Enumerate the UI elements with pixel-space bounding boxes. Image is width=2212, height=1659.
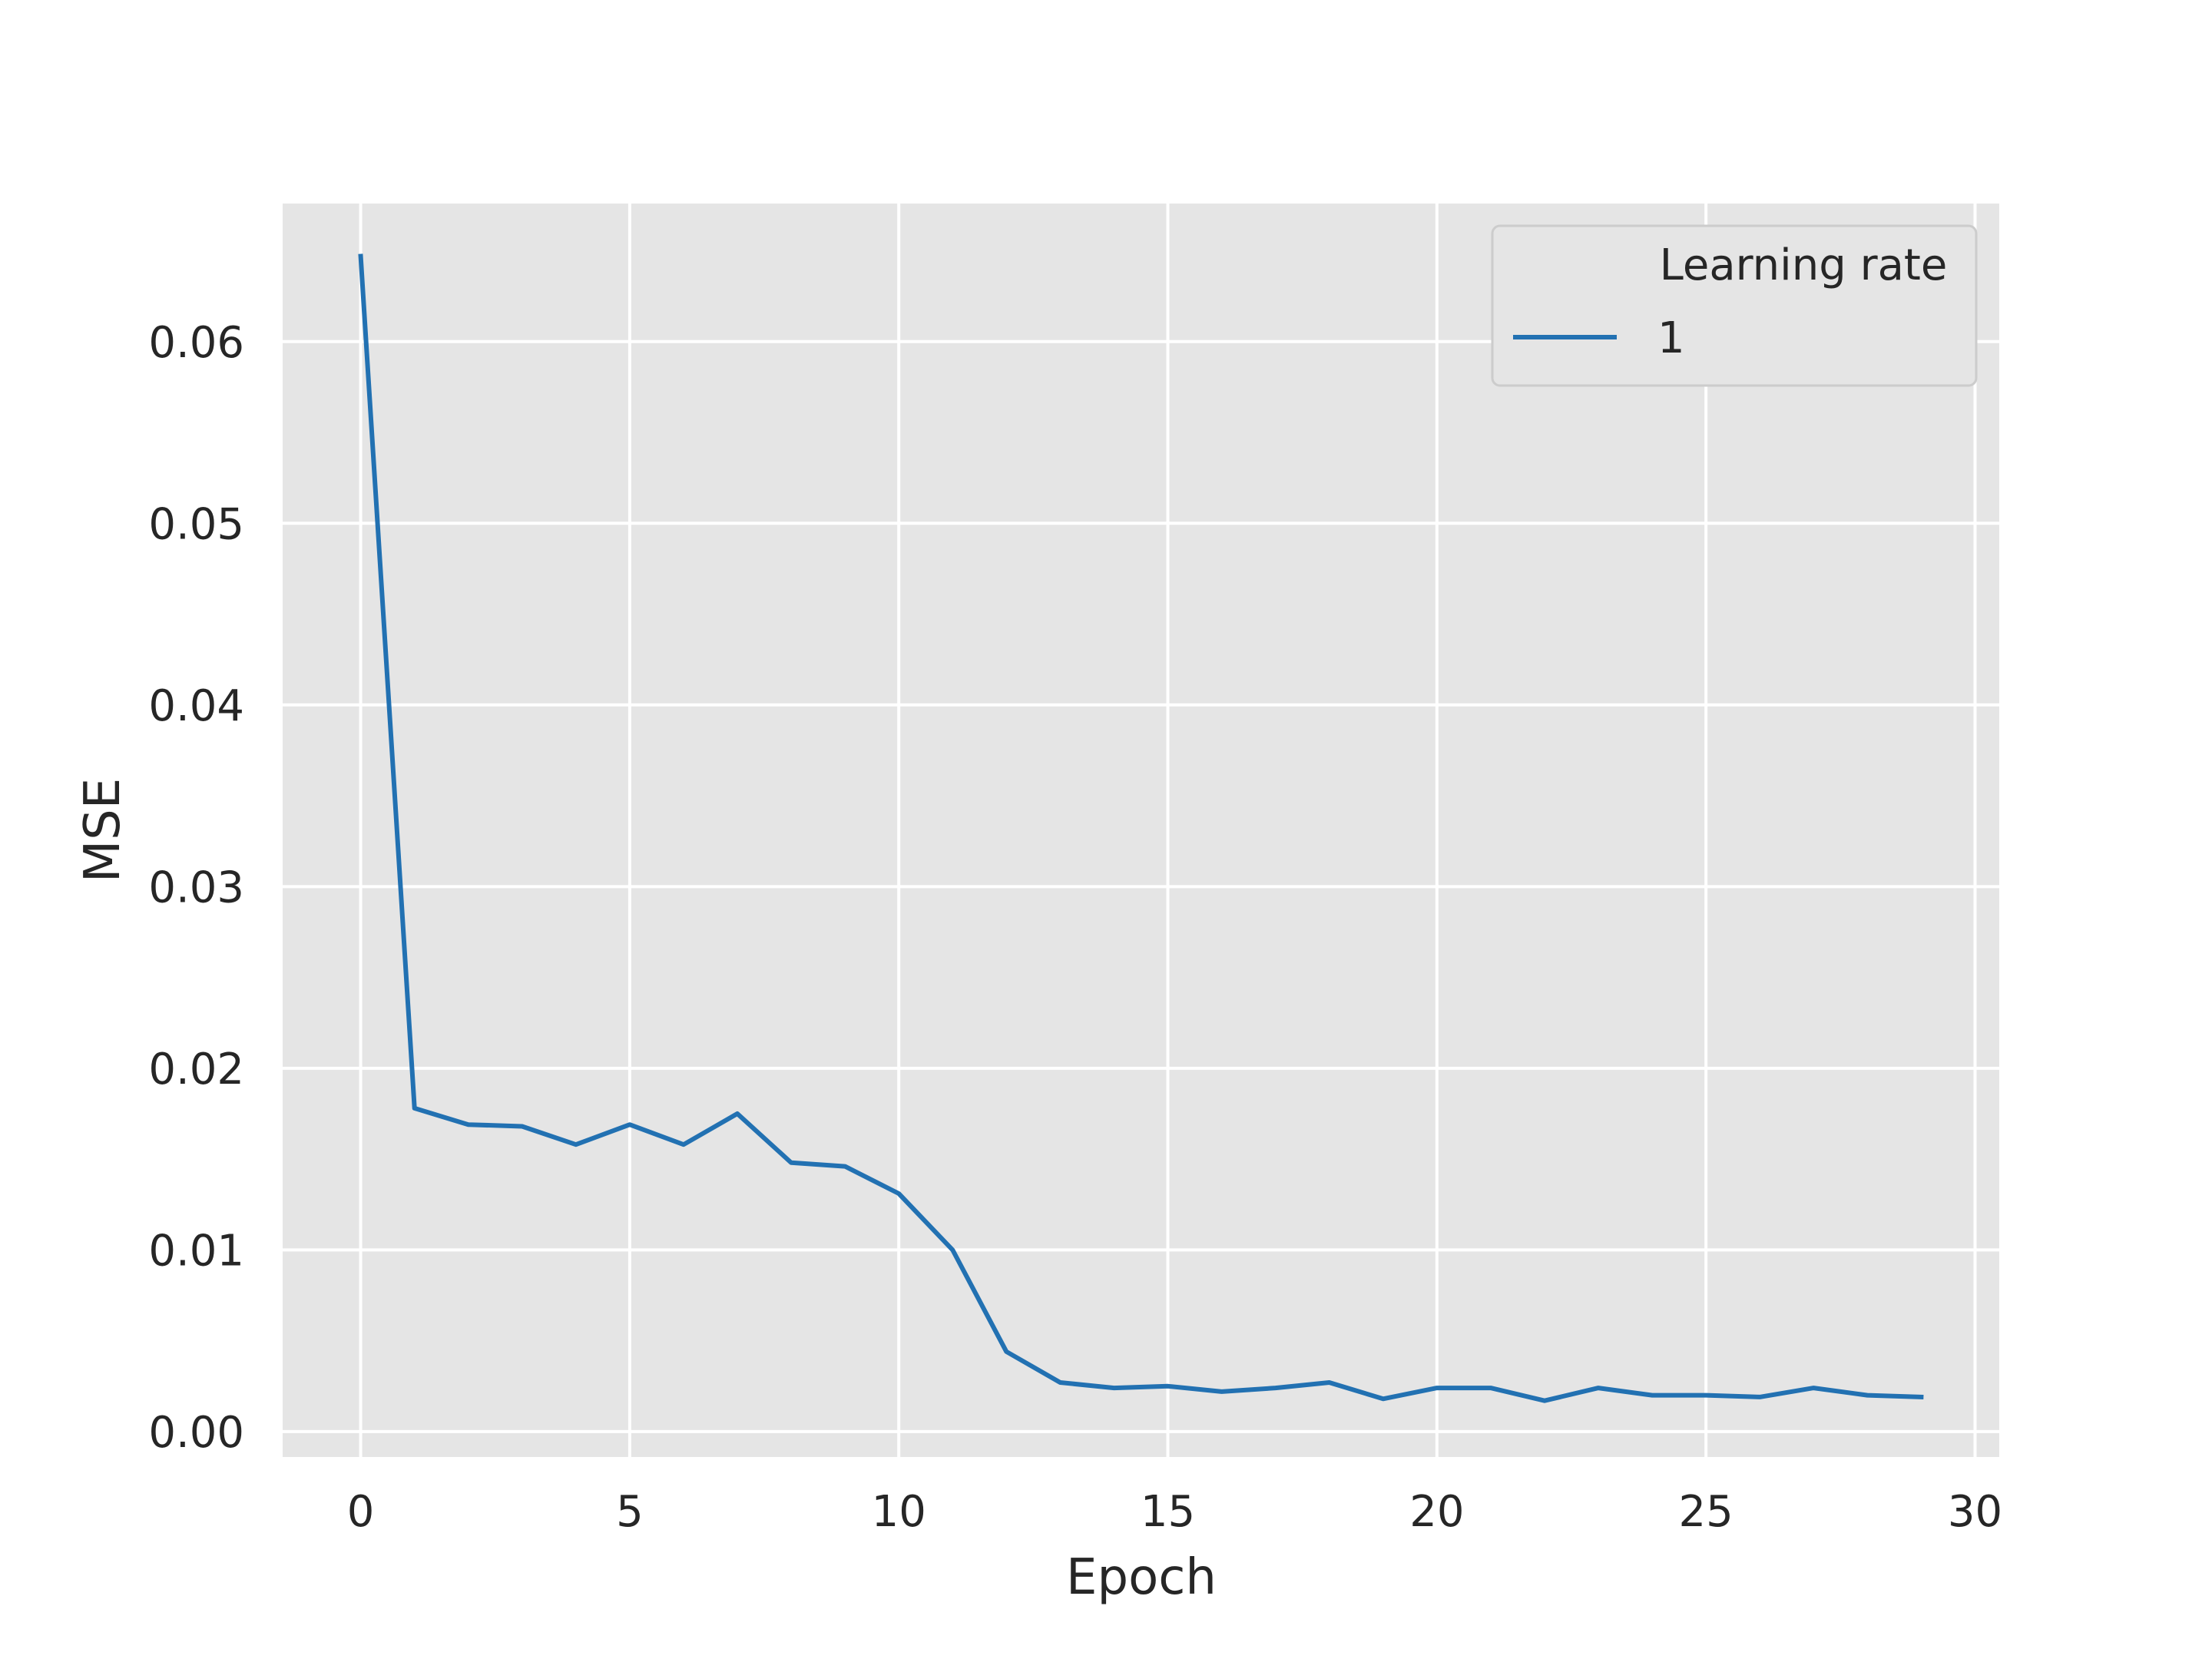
y-axis-ticks: 0.00 0.01 0.02 0.03 0.04 0.05 0.06 (148, 318, 244, 1458)
x-tick-label: 30 (1948, 1487, 2002, 1537)
y-tick-label: 0.00 (148, 1408, 244, 1458)
x-tick-label: 5 (616, 1487, 644, 1537)
x-tick-label: 0 (347, 1487, 375, 1537)
y-tick-label: 0.04 (148, 681, 244, 731)
y-tick-label: 0.06 (148, 318, 244, 368)
series-layer (358, 253, 1924, 1403)
y-tick-label: 0.01 (148, 1226, 244, 1276)
x-axis-label: Epoch (1066, 1549, 1217, 1606)
legend-box (1491, 224, 1978, 387)
x-tick-label: 10 (872, 1487, 926, 1537)
legend: Learning rate 1 (1491, 224, 1978, 387)
legend-entry-label: 1 (1657, 313, 1685, 363)
y-tick-label: 0.02 (148, 1045, 244, 1094)
legend-title: Learning rate (1660, 240, 1948, 290)
y-tick-label: 0.05 (148, 499, 244, 549)
series-line (358, 253, 1924, 1403)
y-axis-label: MSE (75, 778, 131, 882)
plot-background (283, 204, 1999, 1457)
x-axis-ticks: 0 5 10 15 20 25 30 (347, 1487, 2002, 1537)
y-tick-label: 0.03 (148, 863, 244, 912)
x-tick-label: 25 (1679, 1487, 1734, 1537)
x-tick-label: 20 (1409, 1487, 1464, 1537)
x-tick-label: 15 (1141, 1487, 1195, 1537)
